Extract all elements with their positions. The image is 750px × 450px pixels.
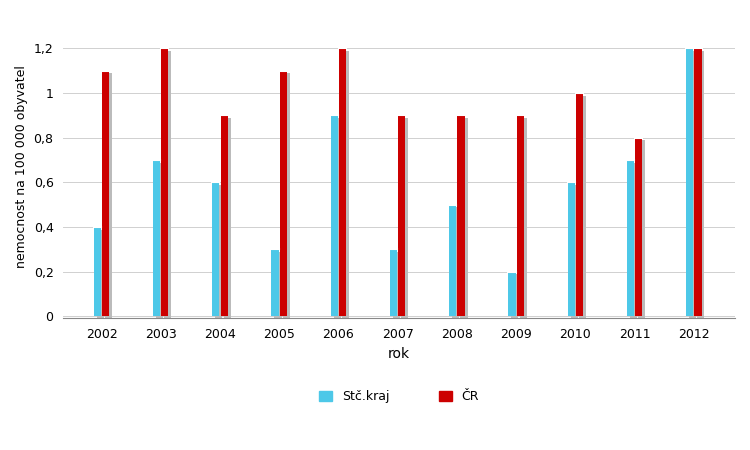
- Bar: [342, 51, 349, 319]
- Legend: Stč.kraj, ČR: Stč.kraj, ČR: [314, 385, 484, 409]
- Bar: [212, 182, 220, 316]
- Bar: [698, 51, 704, 319]
- Bar: [224, 118, 231, 319]
- Bar: [458, 115, 464, 316]
- Bar: [638, 140, 645, 319]
- Bar: [274, 252, 281, 319]
- Bar: [153, 160, 160, 316]
- X-axis label: rok: rok: [388, 347, 410, 361]
- Bar: [517, 115, 524, 316]
- Bar: [509, 272, 515, 316]
- Bar: [390, 249, 397, 316]
- Bar: [339, 49, 346, 316]
- Bar: [283, 73, 290, 319]
- Bar: [161, 49, 169, 316]
- Bar: [452, 207, 459, 319]
- Bar: [635, 138, 642, 316]
- Bar: [460, 118, 467, 319]
- Bar: [449, 205, 456, 316]
- Bar: [220, 115, 228, 316]
- Bar: [630, 163, 637, 319]
- Bar: [334, 118, 340, 319]
- Bar: [164, 51, 172, 319]
- Bar: [576, 93, 583, 316]
- Bar: [398, 115, 405, 316]
- Bar: [571, 185, 578, 319]
- Bar: [694, 49, 701, 316]
- Bar: [280, 71, 287, 316]
- Bar: [568, 182, 574, 316]
- Bar: [215, 185, 222, 319]
- Y-axis label: nemocnost na 100 000 obyvatel: nemocnost na 100 000 obyvatel: [15, 65, 28, 268]
- Bar: [94, 227, 101, 316]
- Bar: [393, 252, 400, 319]
- Bar: [686, 49, 693, 316]
- Bar: [102, 71, 110, 316]
- Bar: [331, 115, 338, 316]
- Bar: [156, 163, 163, 319]
- Bar: [272, 249, 278, 316]
- Bar: [512, 274, 518, 319]
- Bar: [689, 51, 696, 319]
- Bar: [97, 230, 104, 319]
- Bar: [105, 73, 112, 319]
- Bar: [520, 118, 526, 319]
- Bar: [579, 96, 586, 319]
- Bar: [401, 118, 408, 319]
- Bar: [627, 160, 634, 316]
